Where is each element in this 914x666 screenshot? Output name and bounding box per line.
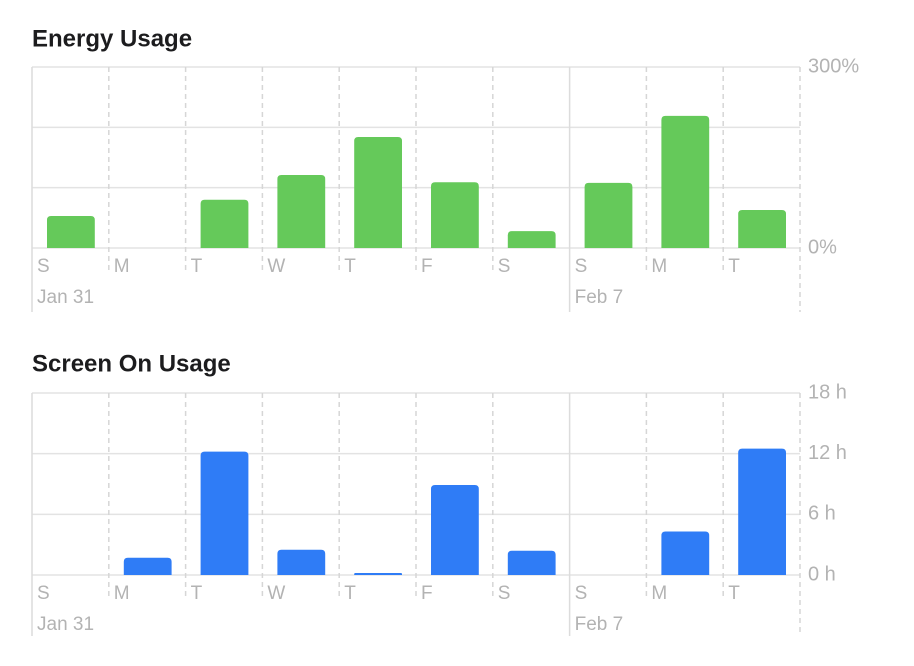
x-tick-label: T (191, 256, 203, 277)
x-tick-label: T (728, 256, 740, 277)
bar (277, 174, 326, 248)
x-tick-label: S (37, 256, 50, 277)
date-label: Jan 31 (37, 614, 94, 635)
chart-title: Screen On Usage (32, 350, 231, 377)
bar (277, 549, 326, 575)
y-tick-label: 0% (808, 236, 837, 258)
x-tick-label: M (114, 256, 130, 277)
bar (431, 182, 479, 248)
date-label: Feb 7 (575, 287, 624, 308)
bar (123, 557, 172, 575)
bar (738, 448, 786, 575)
bar (507, 231, 556, 248)
chart-title: Energy Usage (32, 25, 192, 52)
x-tick-label: S (575, 583, 588, 604)
x-tick-label: F (421, 583, 433, 604)
bar (661, 115, 710, 249)
x-tick-label: F (421, 256, 433, 277)
bar (354, 572, 402, 575)
bar (738, 209, 786, 248)
bar (200, 199, 249, 248)
x-tick-label: W (267, 583, 285, 604)
bar (431, 485, 479, 575)
x-tick-label: S (37, 583, 50, 604)
bar (661, 531, 710, 575)
y-tick-label: 300% (808, 55, 859, 77)
x-tick-label: T (728, 583, 740, 604)
x-tick-label: S (498, 583, 511, 604)
y-tick-label: 12 h (808, 442, 847, 464)
y-tick-label: 18 h (808, 381, 847, 403)
x-tick-label: W (267, 256, 285, 277)
bar (200, 451, 249, 575)
x-tick-label: S (575, 256, 588, 277)
y-tick-label: 0 h (808, 563, 836, 585)
x-tick-label: M (651, 583, 667, 604)
bar (507, 550, 556, 575)
x-tick-label: M (651, 256, 667, 277)
y-tick-label: 6 h (808, 503, 836, 525)
x-tick-label: T (344, 256, 356, 277)
x-tick-label: T (344, 583, 356, 604)
x-tick-label: M (114, 583, 130, 604)
bar (354, 136, 402, 248)
bar (584, 182, 633, 248)
bar (47, 216, 95, 248)
x-tick-label: S (498, 256, 511, 277)
date-label: Feb 7 (575, 614, 624, 635)
date-label: Jan 31 (37, 287, 94, 308)
x-tick-label: T (191, 583, 203, 604)
